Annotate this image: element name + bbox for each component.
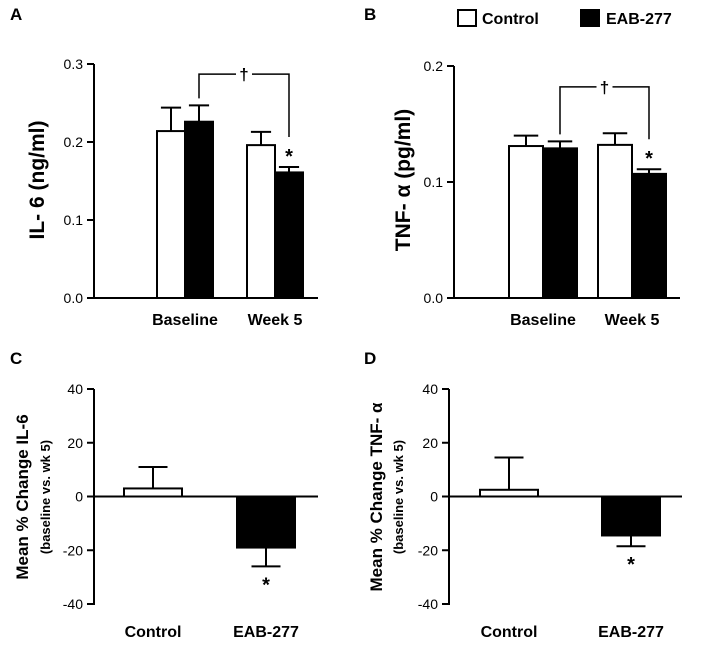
bar-eab-277	[274, 171, 304, 299]
y-tick-label: 0	[75, 489, 83, 505]
y-axis-label: TNF- α (pg/ml)	[392, 109, 415, 251]
y-tick-label: 40	[67, 381, 83, 397]
y-axis-sublabel: (baseline vs. wk 5)	[38, 440, 53, 554]
panel-letter: D	[364, 349, 376, 368]
dagger-background	[236, 65, 252, 84]
y-tick-label: 0.2	[424, 58, 444, 74]
bar-eab-277	[236, 495, 296, 549]
dagger-background	[596, 77, 613, 96]
significance-star: *	[627, 554, 635, 576]
panel-letter: A	[10, 5, 22, 24]
y-axis-label: Mean % Change TNF- α	[367, 402, 386, 592]
significance-dagger: †	[600, 78, 609, 97]
bar-control	[246, 144, 276, 299]
y-tick-label: -20	[418, 542, 438, 558]
x-tick-label: EAB-277	[233, 624, 299, 641]
bar-eab-277	[542, 147, 578, 299]
y-tick-label: 0.2	[64, 134, 84, 150]
y-tick-label: 0.1	[64, 212, 84, 228]
y-axis-label: Mean % Change IL-6	[13, 414, 32, 579]
legend-swatch-control	[457, 9, 477, 27]
y-tick-label: 40	[422, 381, 438, 397]
bar-eab-277	[601, 495, 661, 537]
y-tick-label: 0	[430, 489, 438, 505]
x-tick-label: EAB-277	[598, 624, 664, 641]
x-tick-label: Week 5	[248, 312, 303, 329]
bar-control	[479, 488, 539, 498]
x-tick-label: Control	[481, 624, 538, 641]
bar-control	[156, 130, 186, 299]
bar-eab-277	[184, 120, 214, 299]
significance-star: *	[645, 148, 653, 170]
y-tick-label: 0.1	[424, 174, 444, 190]
y-axis-label: IL- 6 (ng/ml)	[26, 121, 49, 240]
panel-b: 0.0 0.1 0.2 B TNF- α (pg/ml) Baseline Week 5 * †	[364, 5, 680, 329]
x-tick-label: Baseline	[152, 312, 218, 329]
significance-star: *	[285, 146, 293, 168]
panel-d: -40 -20 0 20 40 D Mean % Change TNF- α (baselin…	[364, 349, 682, 641]
y-tick-label: 0.0	[64, 290, 84, 306]
legend: Control EAB-277	[457, 9, 672, 28]
y-tick-label: -20	[63, 542, 83, 558]
y-tick-label: 20	[67, 435, 83, 451]
y-tick-label: 0.3	[64, 56, 84, 72]
bar-control	[123, 487, 183, 498]
panel-a: 0.0 0.1 0.2 0.3 A IL- 6 (ng/ml) Baseline Week 5…	[10, 5, 318, 329]
bar-control	[508, 145, 544, 299]
panel-letter: B	[364, 5, 376, 24]
y-tick-label: 0.0	[424, 290, 444, 306]
y-tick-label: -40	[63, 596, 83, 612]
panel-c: -40 -20 0 20 40 C Mean % Change IL-6 (baseline …	[10, 349, 318, 641]
panel-letter: C	[10, 349, 22, 368]
y-axis-sublabel: (baseline vs. wk 5)	[391, 440, 406, 554]
significance-star: *	[262, 574, 270, 596]
legend-swatch-eab-277	[580, 9, 600, 27]
x-tick-label: Week 5	[605, 312, 660, 329]
x-tick-label: Baseline	[510, 312, 576, 329]
bar-eab-277	[631, 172, 667, 300]
bar-control	[597, 143, 633, 299]
legend-label: EAB-277	[606, 11, 672, 28]
x-tick-label: Control	[125, 624, 182, 641]
significance-dagger: †	[239, 65, 248, 84]
y-tick-label: 20	[422, 435, 438, 451]
y-tick-label: -40	[418, 596, 438, 612]
legend-label: Control	[482, 11, 539, 28]
